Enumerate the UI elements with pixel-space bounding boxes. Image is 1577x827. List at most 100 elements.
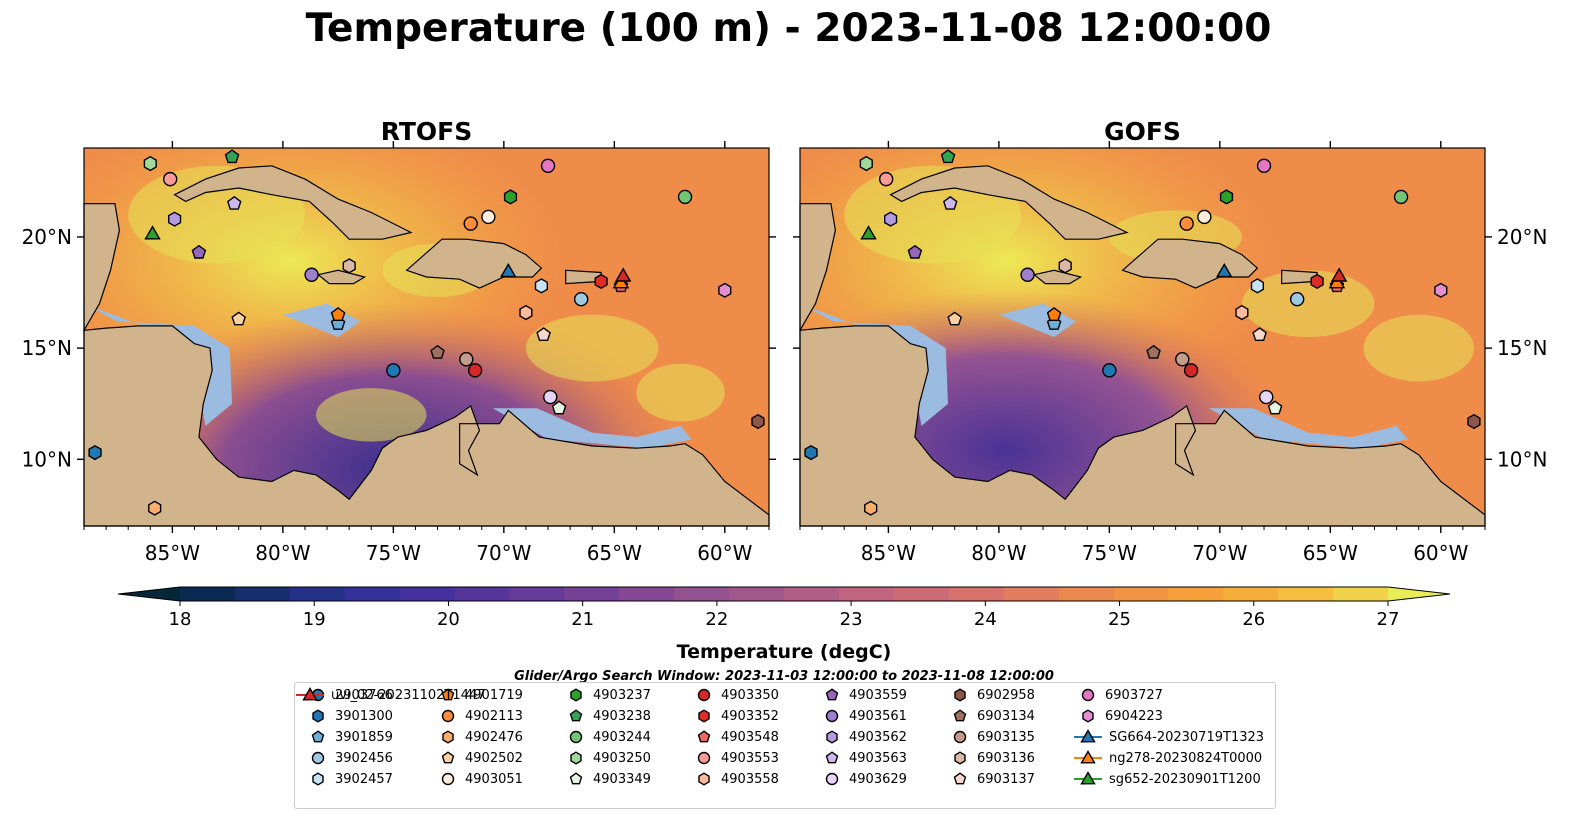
legend-marker: [1082, 709, 1094, 723]
colorbar-segment: [234, 587, 291, 601]
obs-marker-uvi_02-20231102t1447: [1330, 267, 1348, 282]
obs-marker-6903134: [430, 344, 445, 359]
shelf-area: [492, 408, 692, 449]
legend-label: 4901719: [465, 687, 523, 703]
legend-marker-shape: [441, 772, 455, 786]
obs-marker-4903350: [1183, 363, 1199, 378]
lat-tick-label: 15°N: [22, 336, 72, 360]
colorbar-tick-label: 22: [705, 609, 728, 630]
obs-marker-4903563: [226, 195, 242, 210]
colorbar-segment: [893, 587, 950, 601]
legend-marker: [570, 688, 582, 702]
land-cuba: [173, 165, 413, 240]
legend-label: 6904223: [1105, 708, 1163, 724]
obs-marker-4903352: [594, 273, 608, 290]
legend-item: sg652-20230901T1200: [1073, 769, 1261, 789]
obs-marker-6903136: [342, 258, 356, 274]
obs-marker-sg652-20230901t1200: [860, 225, 877, 240]
legend-label: 4903244: [593, 729, 651, 745]
legend-item: 4902476: [433, 727, 523, 747]
lon-tick-label: 85°W: [861, 541, 916, 565]
legend-marker-shape: [825, 688, 839, 701]
colorbar-segment: [1168, 587, 1224, 601]
search-window-title: Glider/Argo Search Window: 2023-11-03 12…: [514, 669, 1054, 684]
colorbar-tick-label: 27: [1377, 609, 1400, 630]
legend-label: SG664-20230719T1323: [1109, 729, 1265, 745]
legend-marker-shape: [825, 709, 839, 723]
obs-marker-sg664-20230719t1323: [1215, 263, 1233, 278]
obs-marker-3902457: [1250, 278, 1265, 294]
legend-marker: [569, 730, 583, 744]
legend-item: 4903244: [561, 727, 651, 747]
legend-marker-shape: [312, 709, 324, 723]
legend-marker-shape: [825, 772, 839, 786]
obs-marker-4902113: [463, 216, 478, 231]
legend-label: 6903727: [1105, 687, 1163, 703]
legend-item: 4903237: [561, 685, 651, 705]
legend-marker-shape: [311, 730, 325, 743]
legend-label: 4903548: [721, 729, 779, 745]
legend-item: 4903558: [689, 769, 779, 789]
shelf-area: [800, 303, 948, 426]
legend-item: 4903559: [817, 685, 907, 705]
obs-marker-4903629: [1259, 389, 1274, 405]
legend-marker-shape: [570, 751, 582, 765]
obs-marker-6902958: [751, 413, 765, 430]
colorbar-tick-label: 21: [571, 609, 594, 630]
colorbar-segment: [289, 587, 346, 601]
legend-label: 2903766: [335, 687, 393, 703]
legend-label: uvi_02-20231102T1447: [331, 687, 486, 703]
obs-marker-4903562: [884, 211, 898, 227]
colorbar-segment: [619, 587, 675, 601]
map-panel-gofs: GOFS 85°W 80°W 75°W 70°W 65°W 60°W 10°N 15°N 20°N: [793, 117, 1547, 565]
legend-item: 4903250: [561, 748, 651, 768]
obs-marker-4903629: [543, 389, 558, 405]
obs-marker-4901719: [1046, 307, 1062, 321]
obs-marker-4903349: [1267, 400, 1283, 415]
colorbar: 18 19 20 21 22 23 24 25 26 27 Temperature (degC): [117, 586, 1451, 663]
obs-marker-4903558: [1235, 304, 1249, 321]
colorbar-tick-label: 19: [303, 609, 326, 630]
legend-label: 4903250: [593, 750, 651, 766]
obs-marker-4903238: [224, 149, 240, 164]
legend-marker: [1074, 750, 1102, 764]
colorbar-segment: [1003, 587, 1060, 601]
obs-marker-4903244: [1393, 189, 1409, 205]
obs-marker-4903349: [551, 400, 567, 415]
colorbar-segment: [399, 587, 456, 601]
legend-label: 3902456: [335, 750, 393, 766]
legend-label: 4903629: [849, 771, 907, 787]
obs-marker-uvi_02-20231102t1447: [614, 267, 632, 282]
legend-marker: [697, 688, 711, 702]
legend-marker-shape: [441, 751, 455, 764]
land-jamaica: [1032, 269, 1083, 285]
legend-label: 4903051: [465, 771, 523, 787]
legend-marker: [826, 730, 838, 744]
obs-marker-3901300: [804, 444, 818, 461]
obs-marker-4902476: [864, 500, 878, 516]
map-frame: [799, 147, 1486, 527]
legend-marker-shape: [1080, 771, 1096, 785]
legend-item: 4903352: [689, 706, 779, 726]
legend-label: 3901859: [335, 729, 393, 745]
legend-item: 6904223: [1073, 706, 1163, 726]
colorbar-segment: [948, 587, 1005, 601]
obs-marker-4903553: [878, 171, 894, 187]
lat-tick-label: 20°N: [1497, 225, 1547, 249]
panel-title: GOFS: [1104, 117, 1181, 146]
legend-marker-shape: [954, 688, 966, 702]
colorbar-tick-label: 20: [437, 609, 460, 630]
legend-marker: [954, 751, 966, 765]
map-panel-rtofs: RTOFS 85°W 80°W 75°W 70°W 65°W 60°W 10°N 15°N 20°…: [22, 117, 776, 565]
legend-label: 4903563: [849, 750, 907, 766]
legend-item: 6903134: [945, 706, 1035, 726]
colorbar-segment: [729, 587, 785, 601]
obs-marker-4903350: [467, 363, 483, 378]
legend-marker: [570, 751, 582, 765]
legend-item: 6903135: [945, 727, 1035, 747]
figure-title: Temperature (100 m) - 2023-11-08 12:00:0…: [305, 6, 1272, 51]
lon-tick-label: 85°W: [145, 541, 200, 565]
legend-marker-shape: [953, 709, 967, 722]
warm-patch: [316, 388, 427, 442]
colorbar-segment: [564, 587, 620, 601]
